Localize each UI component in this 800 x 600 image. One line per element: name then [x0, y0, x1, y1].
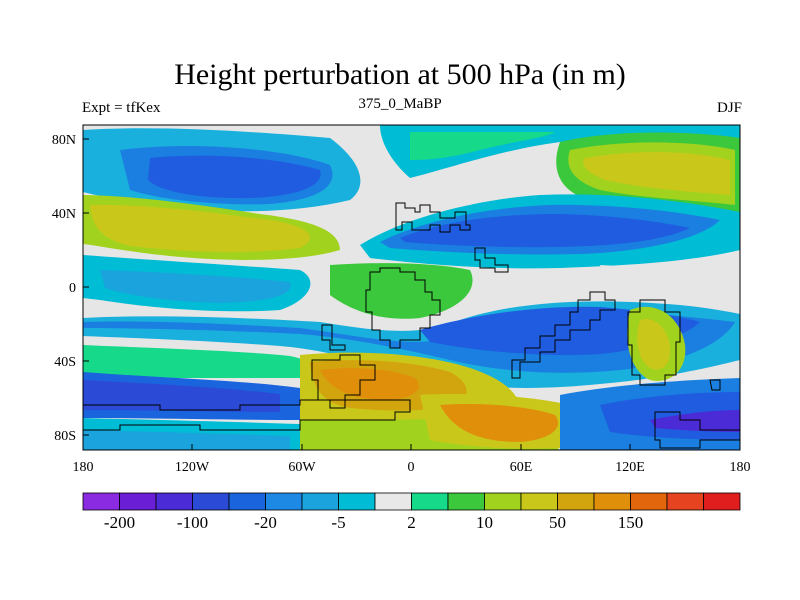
- colorbar-label: -20: [254, 513, 277, 532]
- colorbar-swatch: [338, 492, 376, 511]
- colorbar-swatch: [666, 492, 704, 511]
- lon-tick-label: 120E: [615, 460, 645, 475]
- colorbar-swatch: [82, 492, 120, 511]
- colorbar-swatch: [155, 492, 193, 511]
- lat-tick-label: 40N: [52, 207, 76, 222]
- plot-title: Height perturbation at 500 hPa (in m): [174, 58, 626, 91]
- lat-tick-label: 80N: [52, 133, 76, 148]
- colorbar-swatch: [411, 492, 449, 511]
- colorbar-swatch: [265, 492, 303, 511]
- lon-tick-label: 180: [730, 460, 751, 475]
- lat-tick-label: 0: [69, 281, 76, 296]
- lon-tick-label: 60E: [510, 460, 533, 475]
- colorbar-swatch: [374, 492, 412, 511]
- lon-tick-label: 180: [73, 460, 94, 475]
- colorbar-label: -100: [177, 513, 208, 532]
- colorbar-label: -5: [331, 513, 345, 532]
- experiment-label: Expt = tfKex: [82, 100, 161, 116]
- height-field: [83, 125, 740, 450]
- colorbar-swatch: [484, 492, 522, 511]
- lon-tick-label: 0: [408, 460, 415, 475]
- colorbar-label: 2: [407, 513, 416, 532]
- colorbar-swatch: [593, 492, 631, 511]
- lon-tick-label: 120W: [175, 460, 210, 475]
- colorbar-swatch: [228, 492, 266, 511]
- colorbar-swatch: [301, 492, 339, 511]
- lon-tick-label: 60W: [288, 460, 316, 475]
- colorbar-swatch: [119, 492, 157, 511]
- colorbar-swatch: [703, 492, 741, 511]
- lat-tick-label: 80S: [54, 429, 76, 444]
- colorbar-label: -200: [104, 513, 135, 532]
- colorbar-swatch: [520, 492, 558, 511]
- colorbar-label: 10: [476, 513, 493, 532]
- colorbar: -200 -100 -20 -5 2 10 50 150: [82, 492, 741, 532]
- colorbar-label: 50: [549, 513, 566, 532]
- lat-tick-label: 40S: [54, 355, 76, 370]
- season-label: DJF: [716, 100, 742, 116]
- colorbar-swatch: [447, 492, 485, 511]
- period-label: 375_0_MaBP: [358, 96, 442, 112]
- colorbar-swatch: [630, 492, 668, 511]
- colorbar-swatch: [557, 492, 595, 511]
- colorbar-label: 150: [618, 513, 644, 532]
- colorbar-swatch: [192, 492, 230, 511]
